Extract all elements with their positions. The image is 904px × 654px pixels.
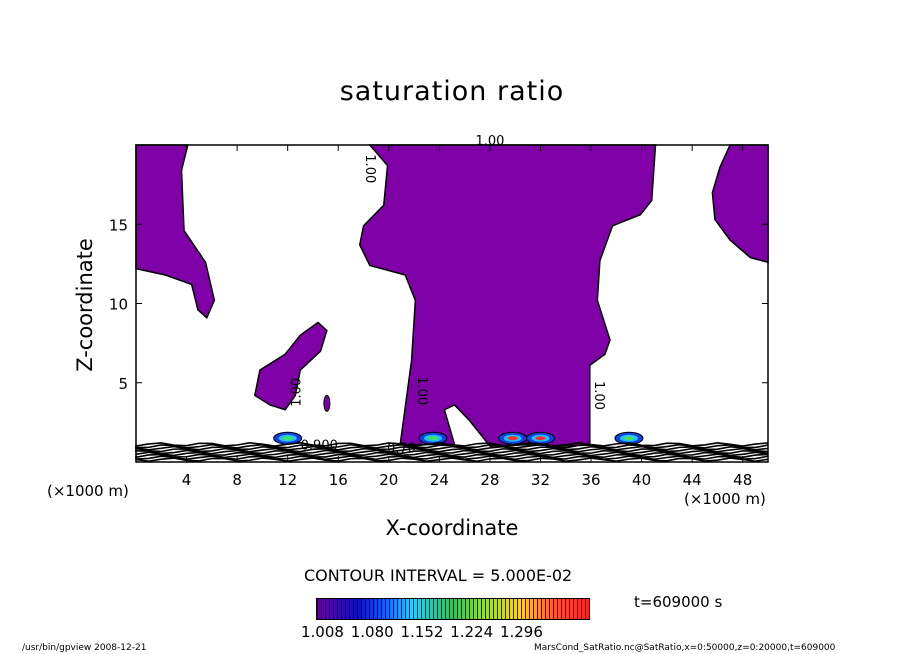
y-tick-label: 15	[109, 216, 128, 234]
contour-label: 1.00	[475, 134, 504, 149]
saturated-region	[711, 144, 769, 264]
x-tick-label: 36	[581, 471, 600, 489]
footer-program: /usr/bin/gpview 2008-12-21	[22, 643, 147, 653]
contour-line	[135, 447, 769, 453]
saturated-region	[135, 144, 216, 320]
contour-label: 1.00	[289, 378, 304, 407]
colorbar-tick: 1.224	[450, 623, 494, 641]
colorbar-tick: 1.080	[350, 623, 394, 641]
peak-region	[623, 436, 634, 441]
colorbar-tick: 1.008	[301, 623, 344, 641]
contour-interval: CONTOUR INTERVAL = 5.000E-02	[304, 566, 573, 585]
contour-line	[135, 453, 769, 459]
peak-region	[507, 436, 518, 441]
contour-line	[135, 443, 769, 449]
colorbar-ticks: 1.008 1.080 1.152 1.224 1.296	[301, 623, 543, 641]
x-tick-label: 28	[480, 471, 499, 489]
contour-label: 1.00	[591, 381, 606, 410]
x-tick-label: 40	[632, 471, 651, 489]
peak-region	[428, 436, 439, 441]
y-tick-label: 5	[118, 375, 128, 393]
contour-line	[135, 449, 769, 455]
contour-line	[135, 457, 769, 463]
x-axis-label: X-coordinate	[385, 516, 519, 540]
x-tick-label: 4	[182, 471, 192, 489]
x-tick-label: 24	[430, 471, 449, 489]
chart-title: saturation ratio	[339, 76, 565, 107]
contour-line	[135, 455, 769, 461]
x-tick-label: 44	[683, 471, 702, 489]
contour-line	[135, 441, 769, 447]
x-tick-label: 32	[531, 471, 550, 489]
contour-label: 0.70	[387, 441, 416, 456]
x-tick-label: 16	[329, 471, 348, 489]
contour-line	[135, 445, 769, 451]
y-tick-label: 10	[109, 296, 128, 314]
contour-label: 0.900	[301, 438, 338, 453]
saturated-region	[358, 144, 657, 447]
time-label: t=609000 s	[634, 593, 723, 611]
x-tick-label: 8	[232, 471, 242, 489]
colorbar	[316, 598, 590, 620]
x-tick-label: 20	[379, 471, 398, 489]
contour-label: 1.00	[362, 154, 377, 183]
colorbar-tick: 1.296	[499, 623, 543, 641]
colorbar-tick: 1.152	[400, 623, 444, 641]
saturated-region	[253, 321, 328, 411]
footer-source: MarsCond_SatRatio.nc@SatRatio,x=0:50000,…	[534, 643, 836, 653]
saturated-region	[323, 394, 331, 412]
contour-label: 1.00	[414, 376, 429, 405]
x-unit-label-left: (×1000 m)	[47, 482, 129, 500]
x-unit-label-right: (×1000 m)	[684, 490, 766, 508]
contour-line	[135, 451, 769, 457]
peak-region	[282, 436, 293, 441]
x-tick-label: 12	[278, 471, 297, 489]
x-tick-label: 48	[733, 471, 752, 489]
peak-region	[535, 436, 546, 441]
